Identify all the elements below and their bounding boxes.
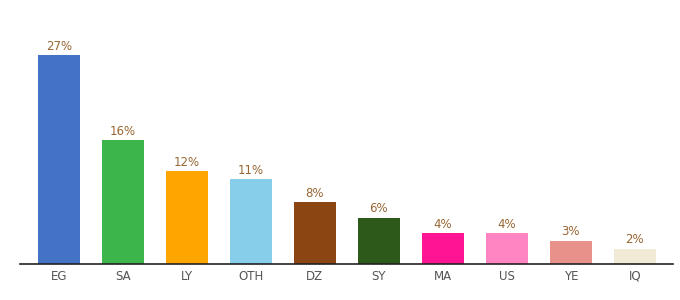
- Bar: [230, 179, 271, 264]
- Bar: [294, 202, 336, 264]
- Bar: [38, 55, 80, 264]
- Bar: [358, 218, 400, 264]
- Bar: [486, 233, 528, 264]
- Bar: [102, 140, 143, 264]
- Text: 12%: 12%: [173, 156, 200, 169]
- Bar: [422, 233, 464, 264]
- Bar: [614, 248, 656, 264]
- Text: 4%: 4%: [498, 218, 516, 231]
- Text: 6%: 6%: [369, 202, 388, 215]
- Text: 11%: 11%: [238, 164, 264, 176]
- Text: 8%: 8%: [305, 187, 324, 200]
- Text: 4%: 4%: [433, 218, 452, 231]
- Text: 3%: 3%: [562, 226, 580, 238]
- Bar: [166, 171, 207, 264]
- Text: 2%: 2%: [626, 233, 644, 246]
- Text: 16%: 16%: [109, 125, 136, 138]
- Bar: [550, 241, 592, 264]
- Text: 27%: 27%: [46, 40, 72, 52]
